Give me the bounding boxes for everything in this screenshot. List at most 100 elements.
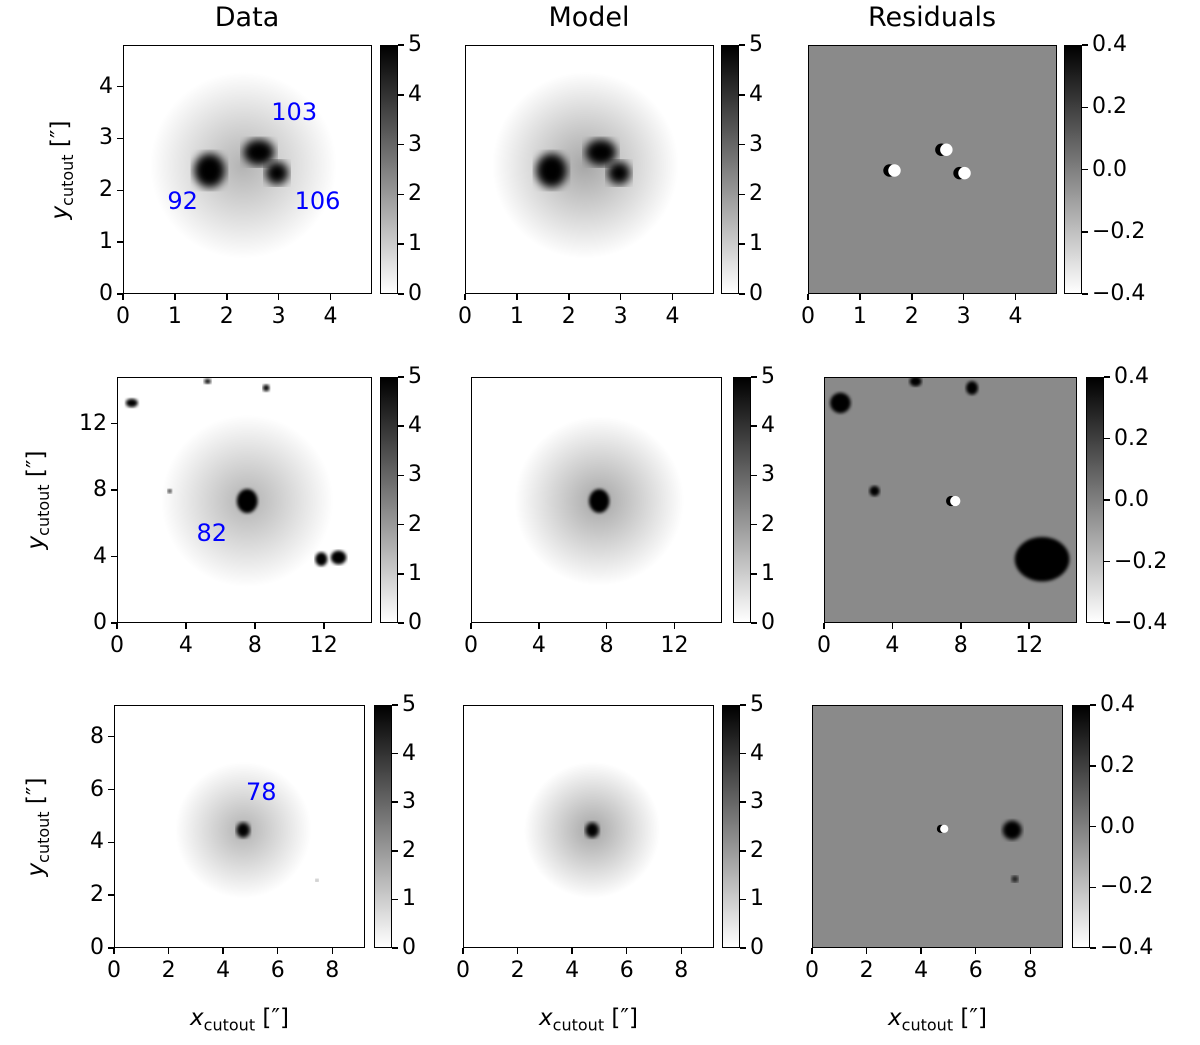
x-tick-label: 8 bbox=[1023, 958, 1038, 983]
x-tick bbox=[516, 948, 519, 954]
x-tick bbox=[470, 623, 472, 629]
y-tick-label: 0 bbox=[93, 610, 107, 635]
colorbar-tick bbox=[1090, 886, 1096, 888]
y-tick bbox=[108, 735, 114, 738]
colorbar-tick bbox=[398, 523, 404, 526]
x-tick-label: 8 bbox=[247, 633, 262, 658]
x-tick bbox=[911, 294, 913, 300]
residual-dipole bbox=[935, 143, 953, 156]
colorbar-tick bbox=[1090, 704, 1096, 706]
colorbar-tick-label: 3 bbox=[761, 462, 775, 488]
galaxy-source bbox=[236, 488, 258, 514]
x-tick-label: 0 bbox=[110, 633, 124, 658]
x-tick bbox=[625, 948, 628, 954]
colorbar-tick-label: 4 bbox=[408, 81, 422, 107]
y-tick bbox=[108, 894, 114, 896]
y-tick-label: 2 bbox=[99, 177, 113, 203]
x-tick bbox=[823, 623, 825, 629]
x-axis-label-data-unit: [″] bbox=[262, 1005, 289, 1031]
colorbar-data bbox=[380, 377, 398, 623]
residual-dipole bbox=[953, 166, 971, 180]
colorbar-tick bbox=[751, 474, 757, 477]
colorbar-tick-label: −0.4 bbox=[1114, 610, 1168, 635]
colorbar-tick-label: 3 bbox=[750, 789, 764, 815]
residuals-panel-row1 bbox=[824, 377, 1077, 623]
colorbar-tick bbox=[1090, 947, 1096, 949]
y-tick bbox=[111, 489, 117, 491]
y-axis-label-row1-sub: cutout bbox=[33, 484, 53, 536]
colorbar-tick bbox=[1104, 622, 1110, 624]
colorbar-model bbox=[721, 45, 739, 294]
colorbar-tick bbox=[1082, 106, 1088, 108]
y-tick bbox=[117, 137, 123, 140]
colorbar-tick-label: 0.4 bbox=[1114, 364, 1149, 389]
x-tick bbox=[462, 948, 464, 954]
galaxy-id-label: 106 bbox=[294, 186, 341, 215]
colorbar-tick-label: 0.2 bbox=[1092, 94, 1127, 120]
y-tick bbox=[108, 841, 114, 844]
x-tick bbox=[122, 294, 124, 300]
y-tick-label: 6 bbox=[90, 776, 104, 802]
colorbar-tick bbox=[398, 94, 404, 96]
colorbar-tick bbox=[392, 850, 398, 852]
y-tick-label: 4 bbox=[90, 829, 104, 855]
x-axis-label-residuals-unit: [″] bbox=[960, 1005, 987, 1031]
colorbar-tick bbox=[398, 376, 404, 378]
residual-source bbox=[1014, 536, 1070, 582]
x-tick-label: 4 bbox=[914, 958, 929, 983]
galaxy-source bbox=[243, 139, 275, 166]
colorbar-tick-label: 4 bbox=[408, 413, 422, 439]
colorbar-tick-label: 1 bbox=[402, 886, 416, 912]
x-tick bbox=[167, 948, 170, 954]
colorbar-tick bbox=[740, 801, 746, 803]
x-tick-label: 2 bbox=[219, 304, 234, 329]
x-tick-label: 0 bbox=[456, 958, 470, 983]
y-tick bbox=[117, 241, 123, 243]
colorbar-tick-label: 2 bbox=[761, 511, 775, 537]
colorbar-tick-label: 3 bbox=[408, 462, 422, 488]
y-tick-label: 8 bbox=[93, 477, 107, 503]
colorbar-tick-label: 3 bbox=[749, 131, 763, 157]
y-axis-label-row1-unit: [″] bbox=[23, 450, 50, 478]
colorbar-tick bbox=[398, 193, 404, 196]
colorbar-tick bbox=[392, 947, 398, 949]
galaxy-source bbox=[536, 153, 568, 188]
galaxy-source bbox=[585, 822, 600, 838]
x-tick bbox=[222, 948, 224, 954]
colorbar-tick bbox=[740, 704, 746, 706]
x-tick bbox=[865, 948, 868, 954]
colorbar-tick bbox=[1104, 376, 1110, 378]
y-axis-label-row0-unit: [″] bbox=[47, 120, 74, 147]
colorbar-tick-label: 4 bbox=[402, 740, 416, 766]
y-tick bbox=[117, 293, 123, 295]
colorbar-tick-label: 5 bbox=[402, 692, 416, 717]
colorbar-tick bbox=[398, 293, 404, 295]
galaxy-source bbox=[315, 552, 328, 567]
x-axis-label-model-sub: cutout bbox=[552, 1015, 605, 1035]
y-tick bbox=[111, 622, 117, 624]
colorbar-tick-label: 4 bbox=[749, 81, 763, 107]
colorbar-tick-label: 0.0 bbox=[1100, 813, 1135, 839]
colorbar-data bbox=[380, 45, 398, 294]
colorbar-tick bbox=[739, 143, 745, 146]
x-tick-label: 2 bbox=[859, 958, 874, 983]
galaxy-source bbox=[167, 488, 172, 494]
x-tick-label: 1 bbox=[852, 304, 867, 329]
colorbar-tick-label: 2 bbox=[750, 837, 764, 863]
x-axis-label-model: xcutout [″] bbox=[539, 1005, 638, 1035]
column-title-model: Model bbox=[548, 2, 630, 33]
x-tick bbox=[516, 294, 518, 300]
colorbar-tick-label: 1 bbox=[408, 560, 422, 586]
y-tick-label: 3 bbox=[99, 125, 113, 151]
y-axis-label-row0-var: y bbox=[47, 205, 74, 219]
colorbar-tick bbox=[1104, 437, 1110, 440]
y-tick-label: 8 bbox=[90, 723, 104, 749]
colorbar-tick bbox=[740, 898, 746, 901]
x-tick bbox=[113, 948, 115, 954]
colorbar-tick-label: 0.0 bbox=[1114, 487, 1149, 512]
data-panel-row1 bbox=[117, 377, 372, 623]
y-tick bbox=[111, 555, 117, 558]
colorbar-tick-label: 5 bbox=[750, 692, 764, 717]
colorbar-tick bbox=[1082, 168, 1088, 171]
x-axis-label-residuals-var: x bbox=[888, 1005, 902, 1031]
